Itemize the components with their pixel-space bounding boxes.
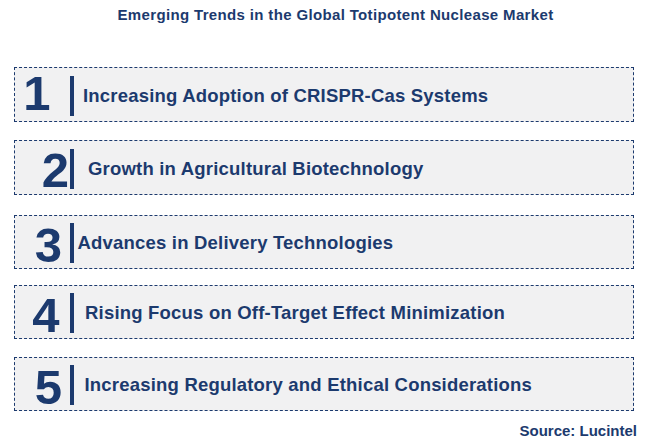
source-credit: Source: Lucintel <box>519 422 637 439</box>
trend-item-2: 2 Growth in Agricultural Biotechnology <box>14 140 634 195</box>
page-title: Emerging Trends in the Global Totipotent… <box>0 6 649 23</box>
trend-label: Increasing Adoption of CRISPR-Cas System… <box>83 85 488 107</box>
trend-item-4: 4 Rising Focus on Off-Target Effect Mini… <box>14 285 634 339</box>
trend-label: Increasing Regulatory and Ethical Consid… <box>85 374 533 396</box>
trend-item-5: 5 Increasing Regulatory and Ethical Cons… <box>14 357 634 411</box>
trend-item-3: 3 Advances in Delivery Technologies <box>14 215 634 269</box>
trend-rank: 2 <box>32 143 80 196</box>
divider-bar <box>70 76 74 116</box>
divider-bar <box>70 293 74 333</box>
trend-rank: 5 <box>25 361 73 413</box>
trend-label: Rising Focus on Off-Target Effect Minimi… <box>85 302 505 324</box>
trend-label: Growth in Agricultural Biotechnology <box>88 158 423 180</box>
trend-rank: 1 <box>13 66 61 119</box>
trend-rank: 4 <box>22 289 70 341</box>
trend-item-1: 1 Increasing Adoption of CRISPR-Cas Syst… <box>14 67 634 122</box>
trend-label: Advances in Delivery Technologies <box>78 232 394 254</box>
trend-rank: 3 <box>25 219 73 271</box>
